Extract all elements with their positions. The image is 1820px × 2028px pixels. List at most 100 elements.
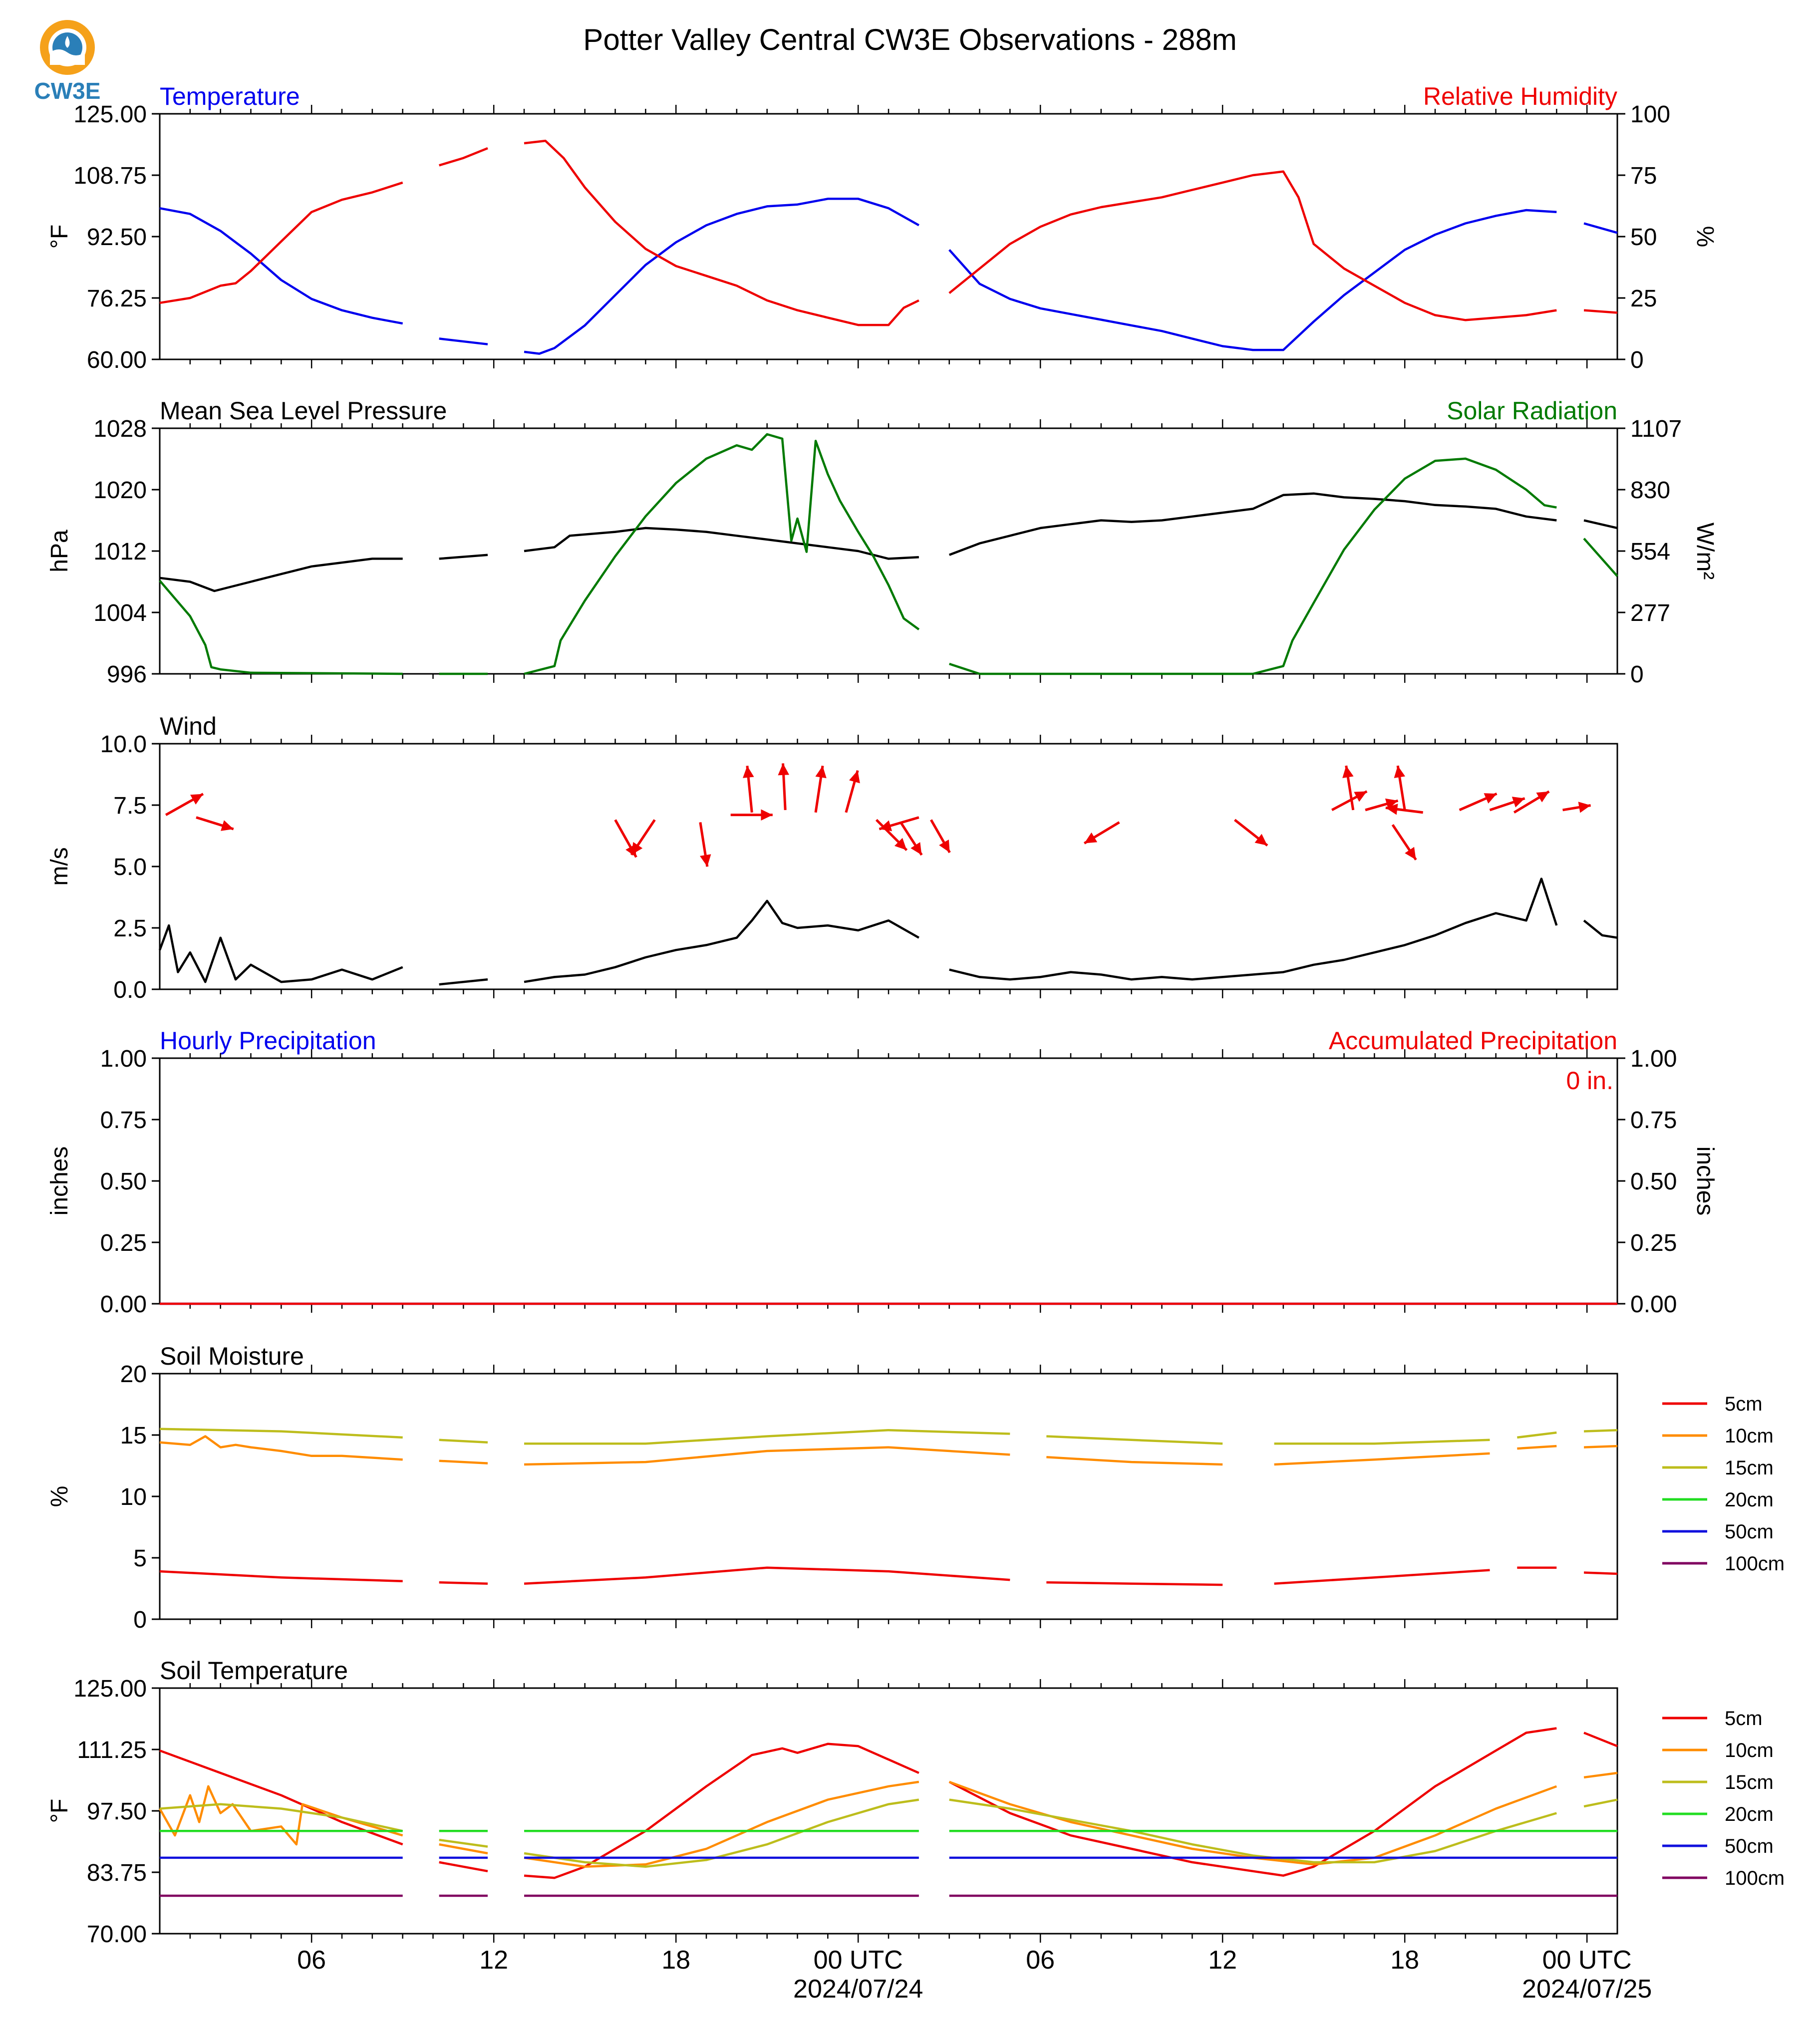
plot-frame	[159, 1373, 1618, 1620]
panel-5: Soil Moisture 0 5 10 15 20% 5cm 10cm 15cm 20cm 50c…	[46, 1342, 1785, 1633]
y-tick-label: 60.00	[87, 347, 147, 373]
x-tick-label: 12	[479, 1946, 508, 1975]
y-tick-label-right: 0.75	[1630, 1107, 1677, 1134]
y-tick-label: 7.5	[113, 793, 147, 819]
y-axis-label-right: %	[1692, 226, 1718, 248]
y-tick-label-right: 554	[1630, 539, 1670, 565]
y-tick-label: 0	[133, 1607, 147, 1633]
series-line-mean-sea-level-pressure	[159, 492, 1618, 592]
wind-arrow-head	[1385, 798, 1398, 810]
y-axis-label: hPa	[46, 530, 73, 573]
panel-title-right: Solar Radiation	[1447, 397, 1617, 425]
panel-title: Soil Moisture	[160, 1342, 304, 1370]
panel-title: Hourly Precipitation	[160, 1027, 376, 1055]
y-tick-label-right: 75	[1630, 163, 1657, 189]
legend-label: 50cm	[1725, 1835, 1774, 1857]
y-tick-label: 97.50	[87, 1798, 147, 1825]
y-axis-label: inches	[46, 1147, 73, 1216]
wind-arrow-head	[939, 840, 950, 853]
y-tick-label: 1020	[93, 477, 147, 504]
panel-3: Wind 0.0 2.5 5.0 7.5 10.0 m/s	[46, 712, 1618, 1003]
cw3e-logo: CW3E	[30, 15, 105, 110]
y-tick-label: 1012	[93, 539, 147, 565]
y-axis-label: °F	[46, 225, 73, 249]
legend-label: 15cm	[1725, 1771, 1774, 1793]
series-line-solar-radiation	[159, 433, 1618, 675]
panel-2: Mean Sea Level Pressure Solar Radiation 99…	[46, 397, 1718, 688]
logo-text: CW3E	[34, 78, 101, 104]
y-tick-label: 125.00	[73, 101, 147, 128]
y-tick-label: 108.75	[73, 163, 147, 189]
wind-arrow-head	[1578, 802, 1591, 813]
y-tick-label: 0.00	[100, 1291, 147, 1318]
y-tick-label: 0.50	[100, 1168, 147, 1195]
legend-label: 20cm	[1725, 1803, 1774, 1825]
y-tick-label-right: 0.50	[1630, 1168, 1677, 1195]
wind-arrow-head	[631, 842, 643, 855]
y-tick-label-right: 100	[1630, 101, 1670, 128]
series-line-5cm	[159, 1566, 1618, 1586]
legend-label: 15cm	[1725, 1457, 1774, 1479]
wind-arrow-head	[761, 809, 773, 821]
series-line-10cm	[159, 1771, 1618, 1868]
panel-title-right: Accumulated Precipitation	[1329, 1027, 1617, 1055]
y-axis-label: %	[46, 1486, 73, 1507]
series-line-relative-humidity	[159, 139, 1618, 326]
legend-label: 5cm	[1725, 1708, 1763, 1730]
y-tick-label-right: 1107	[1630, 416, 1682, 442]
panel-title: Wind	[160, 712, 217, 740]
plot-frame	[159, 427, 1618, 675]
legend-label: 5cm	[1725, 1393, 1763, 1415]
series-line-10cm	[159, 1435, 1618, 1466]
panel-title: Soil Temperature	[160, 1657, 348, 1685]
y-tick-label: 10.0	[100, 731, 147, 758]
y-tick-label: 2.5	[113, 915, 147, 942]
series-line-wind	[158, 877, 1618, 986]
wind-arrow-head	[700, 854, 711, 867]
wind-arrow-head	[221, 820, 234, 831]
panel-title-right: Relative Humidity	[1423, 82, 1617, 110]
y-tick-label: 0.25	[100, 1230, 147, 1256]
accumulated-total-label: 0 in.	[1566, 1067, 1613, 1095]
y-tick-label-right: 0.00	[1630, 1291, 1677, 1318]
wind-arrow-head	[910, 842, 922, 855]
wind-arrow-head	[1254, 834, 1267, 846]
y-tick-label-right: 50	[1630, 224, 1657, 251]
y-axis-label: °F	[46, 1799, 73, 1823]
plot-frame	[159, 743, 1618, 990]
x-tick-label: 18	[1390, 1946, 1419, 1975]
x-tick-label: 06	[1026, 1946, 1055, 1975]
wind-arrow-head	[1354, 791, 1367, 802]
y-tick-label: 1004	[93, 600, 147, 626]
y-tick-label-right: 0	[1630, 661, 1644, 688]
y-tick-label: 70.00	[87, 1921, 147, 1948]
plot-frame	[159, 1057, 1618, 1305]
y-tick-label: 5.0	[113, 854, 147, 880]
y-tick-label-right: 25	[1630, 286, 1657, 312]
y-tick-label: 10	[120, 1484, 147, 1510]
series-line-15cm	[159, 1798, 1618, 1868]
y-tick-label-right: 830	[1630, 477, 1670, 504]
wind-arrow-head	[894, 838, 907, 851]
panel-6: Soil Temperature 70.00 83.75 97.50 111.25 125…	[46, 1657, 1785, 1948]
y-tick-label: 83.75	[87, 1860, 147, 1886]
y-tick-label: 15	[120, 1423, 147, 1449]
plot-frame	[159, 113, 1618, 360]
series-line-15cm	[159, 1428, 1618, 1445]
y-tick-label: 20	[120, 1361, 147, 1388]
wind-arrow-head	[1394, 766, 1405, 778]
x-tick-label: 00 UTC	[1542, 1946, 1632, 1975]
wind-arrow-head	[1405, 847, 1416, 860]
legend-label: 20cm	[1725, 1489, 1774, 1511]
y-tick-label: 111.25	[77, 1737, 147, 1763]
y-axis-label-right: W/m²	[1692, 523, 1718, 580]
wind-arrow-head	[778, 763, 789, 776]
y-axis-label: m/s	[46, 847, 73, 885]
panel-title: Mean Sea Level Pressure	[160, 397, 447, 425]
wind-arrow-head	[190, 794, 203, 805]
wind-arrow-head	[1385, 804, 1398, 815]
y-tick-label: 5	[133, 1545, 147, 1572]
panels: Temperature Relative Humidity 60.00 76.25 92…	[46, 82, 1785, 2004]
y-tick-label-right: 0.25	[1630, 1230, 1677, 1256]
figure-title: Potter Valley Central CW3E Observations …	[583, 23, 1236, 56]
